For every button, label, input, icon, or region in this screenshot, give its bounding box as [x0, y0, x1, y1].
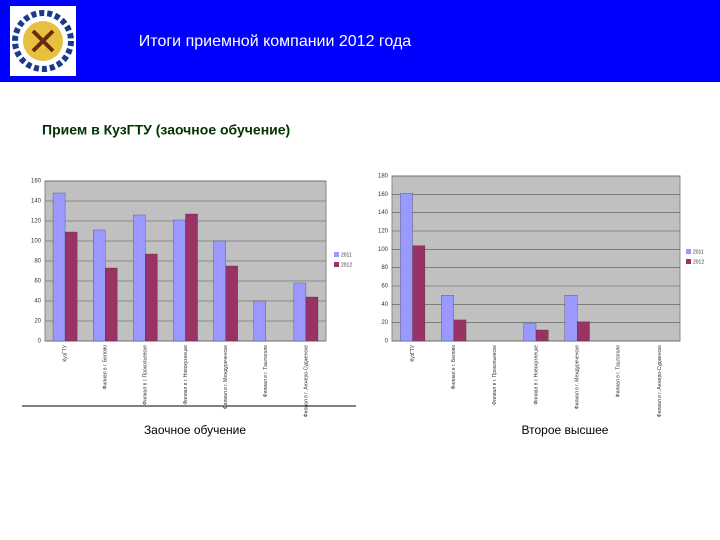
x-tick-label: КузГТУ	[62, 344, 68, 361]
y-tick-label: 160	[378, 192, 389, 198]
bar	[253, 300, 266, 342]
bar	[412, 245, 426, 342]
x-tick-label: Филиал в г. Белово	[451, 345, 457, 390]
bar	[145, 253, 158, 342]
bar	[535, 329, 549, 342]
chart-caption: Заочное обучение	[144, 423, 246, 437]
legend-label: 2011	[341, 252, 352, 258]
y-tick-label: 120	[378, 229, 389, 235]
bar	[173, 219, 186, 342]
y-tick-label: 160	[31, 179, 42, 185]
x-tick-label: Филиал в г. Новокузнецке	[183, 345, 189, 405]
y-tick-label: 60	[34, 279, 41, 285]
bar	[185, 213, 198, 342]
plot-area	[391, 175, 681, 342]
subtitle: Прием в КузГТУ (заочное обучение)	[42, 122, 290, 138]
bar	[93, 229, 106, 342]
x-tick-label: Филиал в г. Анжеро-Судженске	[657, 345, 663, 417]
y-tick-label: 20	[34, 319, 41, 325]
x-tick-label: Филиал в г. Междуреченске	[223, 345, 229, 409]
bar	[400, 193, 413, 342]
bar	[441, 295, 454, 342]
bar	[52, 192, 66, 342]
chart-caption: Второе высшее	[522, 423, 609, 437]
bar	[305, 296, 319, 342]
logo-hammers	[31, 29, 55, 53]
bar	[453, 319, 467, 342]
y-tick-label: 40	[34, 299, 41, 305]
y-tick-label: 80	[381, 265, 388, 271]
x-tick-label: Филиал в г. Таштаголе	[263, 345, 269, 397]
x-tick-label: Филиал в г. Анжеро-Судженске	[303, 345, 309, 417]
y-tick-label: 40	[381, 302, 388, 308]
y-tick-label: 100	[31, 239, 42, 245]
x-tick-label: Филиал в г. Новокузнецке	[533, 345, 539, 405]
y-tick-label: 120	[31, 219, 42, 225]
y-tick-label: 140	[31, 199, 42, 205]
header-bar	[0, 0, 720, 82]
x-tick-label: Филиал в г. Прокопьевске	[143, 345, 149, 405]
legend-swatch	[334, 262, 339, 267]
bar	[523, 323, 537, 342]
bar	[64, 231, 78, 342]
bar	[576, 321, 590, 342]
logo-gear	[12, 10, 74, 72]
x-tick-label: Филиал в г. Прокопьевске	[492, 345, 498, 405]
y-tick-label: 180	[378, 174, 389, 180]
bar	[213, 240, 226, 342]
y-tick-label: 0	[38, 339, 42, 345]
y-tick-label: 140	[378, 210, 389, 216]
legend-label: 2011	[693, 249, 704, 255]
y-tick-label: 60	[381, 284, 388, 290]
header-title: Итоги приемной компании 2012 года	[139, 33, 411, 50]
legend-label: 2012	[341, 262, 352, 268]
bar	[293, 282, 307, 342]
y-tick-label: 80	[34, 259, 41, 265]
x-tick-label: Филиал в г. Междуреченске	[574, 345, 580, 409]
x-tick-label: КузГТУ	[410, 344, 416, 361]
y-tick-label: 0	[385, 339, 389, 345]
bar	[105, 267, 118, 342]
bar	[564, 295, 578, 342]
y-tick-label: 20	[381, 320, 388, 326]
legend-label: 2012	[693, 259, 704, 265]
y-tick-label: 100	[378, 247, 389, 253]
legend-swatch	[686, 249, 691, 254]
x-tick-label: Филиал в г. Белово	[103, 345, 109, 390]
bar	[225, 265, 238, 342]
bar	[133, 214, 146, 342]
legend-swatch	[686, 259, 691, 264]
x-tick-label: Филиал в г. Таштаголе	[616, 345, 622, 397]
legend-swatch	[334, 252, 339, 257]
